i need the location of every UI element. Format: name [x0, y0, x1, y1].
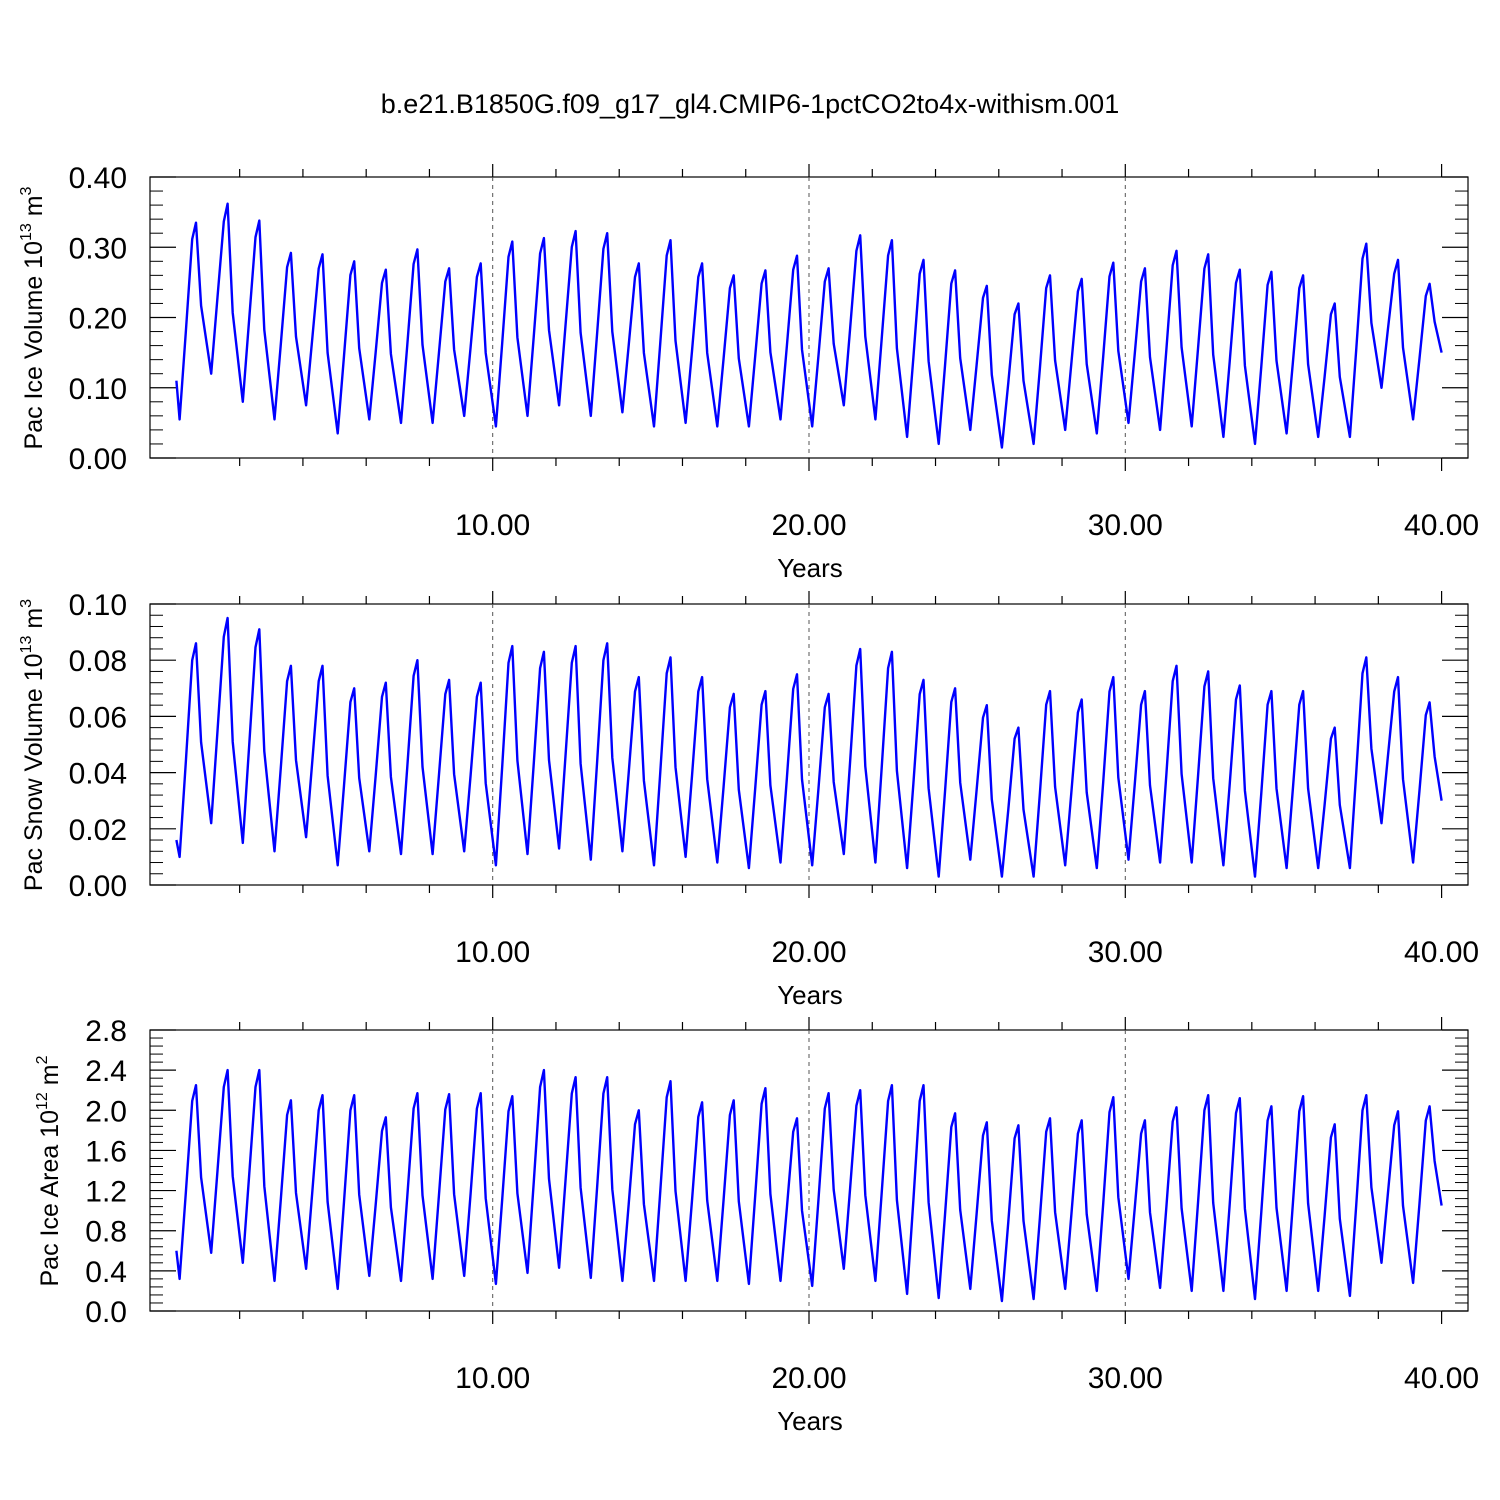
y-axis-title: Pac Snow Volume 1013 m3: [18, 599, 48, 891]
tick-labels: 0.00 0.02 0.04 0.06 0.08 0.10 10.00 20.00 30.00 4…: [69, 589, 1480, 969]
axis-ticks: [150, 591, 1468, 898]
y-tick-label: 0.10: [69, 373, 127, 406]
y-axis-title: Pac Ice Volume 1013 m3: [18, 186, 48, 449]
tick-labels: 0.00 0.10 0.20 0.30 0.40 10.00 20.00 30.00 40.00: [69, 162, 1480, 542]
axis-ticks: [150, 1017, 1468, 1324]
y-axis-title-unit-exponent: 3: [18, 599, 35, 608]
x-tick-label: 30.00: [1088, 936, 1163, 969]
y-tick-label: 0.00: [69, 870, 127, 903]
x-tick-label: 40.00: [1404, 936, 1479, 969]
y-tick-label: 0.0: [85, 1296, 127, 1329]
y-axis-title-exponent: 13: [18, 636, 35, 654]
x-tick-label: 10.00: [455, 936, 530, 969]
x-tick-label: 10.00: [455, 1362, 530, 1395]
x-axis-title: Years: [777, 1406, 843, 1436]
y-axis-title-text: Pac Ice Volume 10: [20, 241, 48, 449]
y-axis-title-unit-exponent: 3: [18, 186, 35, 195]
y-tick-label: 1.6: [85, 1135, 127, 1168]
x-tick-label: 30.00: [1088, 1362, 1163, 1395]
x-tick-label: 20.00: [771, 1362, 846, 1395]
y-tick-label: 0.40: [69, 162, 127, 195]
y-tick-label: 0.08: [69, 645, 127, 678]
y-tick-label: 0.10: [69, 589, 127, 622]
y-tick-label: 2.4: [85, 1055, 127, 1088]
x-tick-label: 40.00: [1404, 509, 1479, 542]
y-tick-label: 0.06: [69, 701, 127, 734]
grid-lines: [492, 177, 1126, 458]
series-line-ice-area: [175, 1068, 1443, 1303]
y-tick-label: 0.8: [85, 1216, 127, 1249]
y-tick-label: 0.02: [69, 814, 127, 847]
x-axis-title: Years: [777, 980, 843, 1010]
series-line-ice-volume: [175, 202, 1443, 449]
y-axis-title-text: Pac Ice Area 10: [36, 1110, 64, 1287]
y-tick-label: 0.00: [69, 443, 127, 476]
tick-labels: 0.0 0.4 0.8 1.2 1.6 2.0 2.4 2.8 10.00 20.00 30.00 4…: [85, 1015, 1479, 1395]
y-axis-title-exponent: 12: [34, 1092, 51, 1110]
y-axis-title-unit: m: [36, 1064, 64, 1092]
figure-title: b.e21.B1850G.f09_g17_gl4.CMIP6-1pctCO2to…: [381, 89, 1119, 119]
x-axis-title: Years: [777, 553, 843, 583]
x-tick-label: 30.00: [1088, 509, 1163, 542]
y-axis-title-exponent: 13: [18, 223, 35, 241]
y-axis-title-unit: m: [20, 608, 48, 636]
y-tick-label: 0.4: [85, 1256, 127, 1289]
y-axis-title-unit-exponent: 2: [34, 1055, 51, 1064]
y-tick-label: 2.8: [85, 1015, 127, 1048]
panel-ice-volume: 0.00 0.10 0.20 0.30 0.40 10.00 20.00 30.00 40.00…: [18, 162, 1479, 583]
y-tick-label: 2.0: [85, 1095, 127, 1128]
x-tick-label: 40.00: [1404, 1362, 1479, 1395]
y-tick-label: 0.04: [69, 758, 127, 791]
y-axis-title-unit: m: [20, 195, 48, 223]
y-axis-title: Pac Ice Area 1012 m2: [34, 1055, 64, 1286]
x-tick-label: 10.00: [455, 509, 530, 542]
x-tick-label: 20.00: [771, 936, 846, 969]
y-tick-label: 1.2: [85, 1176, 127, 1209]
series-line-snow-volume: [175, 616, 1443, 878]
y-tick-label: 0.30: [69, 232, 127, 265]
y-tick-label: 0.20: [69, 303, 127, 336]
axis-ticks: [150, 164, 1468, 471]
x-tick-label: 20.00: [771, 509, 846, 542]
y-axis-title-text: Pac Snow Volume 10: [20, 653, 48, 891]
panel-snow-volume: 0.00 0.02 0.04 0.06 0.08 0.10 10.00 20.00 30.00 4…: [18, 589, 1479, 1010]
panel-ice-area: 0.0 0.4 0.8 1.2 1.6 2.0 2.4 2.8 10.00 20.00 30.00 4…: [34, 1015, 1479, 1436]
